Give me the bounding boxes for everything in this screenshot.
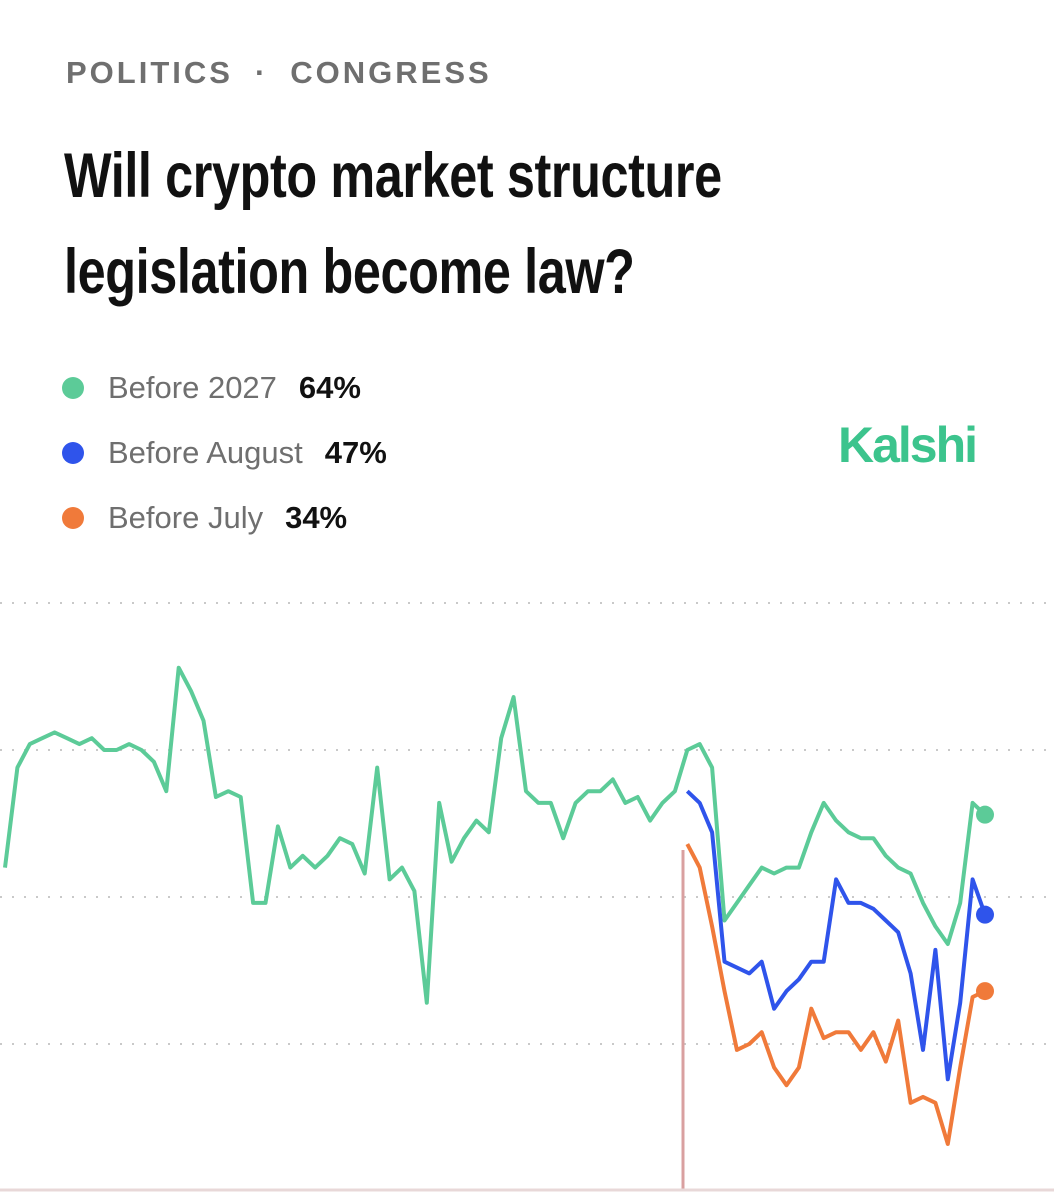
legend-swatch (62, 506, 84, 529)
series-line (3, 665, 987, 1005)
legend-item: Before 2027 64% (62, 355, 387, 420)
legend-item: Before July 34% (62, 485, 387, 550)
legend-value: 64% (298, 369, 361, 405)
brand-logo: Kalshi (838, 417, 978, 473)
end-point (976, 982, 994, 1001)
end-point (976, 805, 994, 824)
end-point (976, 905, 994, 924)
breadcrumb: POLITICS · CONGRESS (66, 55, 492, 91)
section: POLITICS (66, 55, 233, 90)
legend-value: 34% (285, 499, 348, 535)
subsection: CONGRESS (290, 55, 492, 90)
series-line (685, 789, 987, 1082)
legend-item: Before August 47% (62, 420, 387, 485)
legend-swatch (62, 376, 84, 399)
grid (0, 602, 1054, 1045)
legend-label: Before August (108, 434, 303, 470)
separator: · (254, 55, 269, 90)
legend-label: Before July (108, 499, 264, 535)
series-line (685, 843, 986, 1146)
legend-value: 47% (324, 434, 387, 470)
chart-title: Will crypto market structure legislation… (64, 141, 722, 307)
legend: Before 2027 64% Before August 47% Before Jul… (62, 355, 387, 550)
legend-swatch (62, 441, 84, 464)
legend-label: Before 2027 (108, 369, 277, 405)
